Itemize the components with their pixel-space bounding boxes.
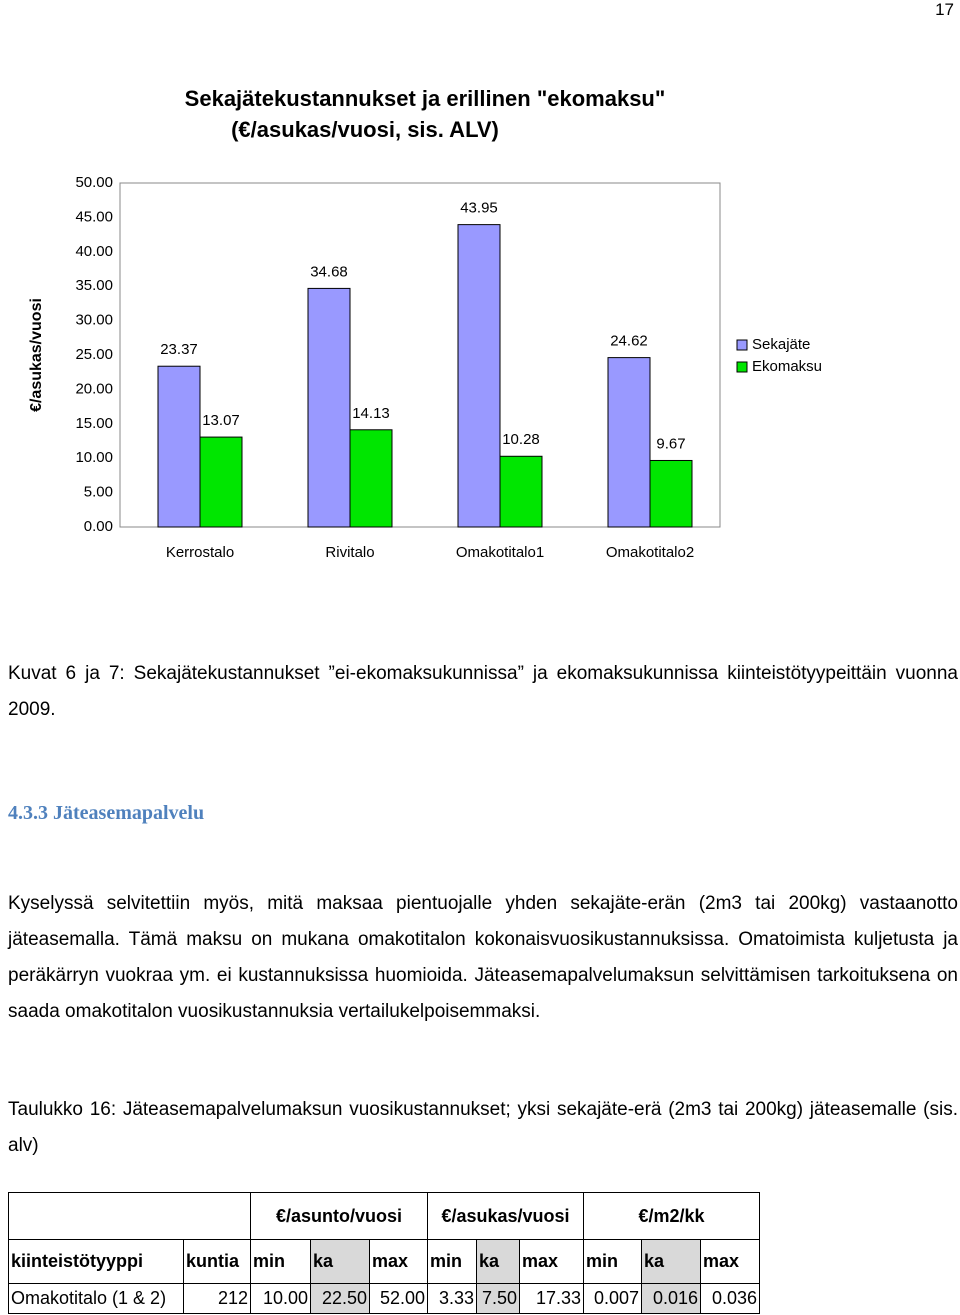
table-cell	[8, 1192, 251, 1240]
y-tick-label: 10.00	[75, 449, 113, 466]
paragraph: Kyselyssä selvitettiin myös, mitä maksaa…	[8, 893, 958, 1022]
bar	[499, 455, 543, 528]
data-label: 24.62	[610, 333, 648, 350]
table-cell: 0.036	[700, 1283, 760, 1314]
data-label: 34.68	[310, 263, 348, 280]
table-cell: 22.50	[310, 1283, 370, 1314]
table-row: Omakotitalo (1 & 2) 212 10.00 22.50 52.00 3.3…	[8, 1283, 760, 1314]
table: €/asunto/vuosi €/asukas/vuosi €/m2/kk ki…	[8, 1192, 760, 1314]
y-tick-label: 25.00	[75, 346, 113, 363]
table-header: max	[519, 1239, 584, 1284]
data-label: 10.28	[502, 431, 540, 448]
table-header: ka	[476, 1239, 520, 1284]
page-number: 17	[935, 0, 954, 19]
table-cell: 3.33	[427, 1283, 477, 1314]
plot-frame	[119, 182, 721, 528]
bar	[457, 224, 501, 528]
table-caption: Taulukko 16: Jäteasemapalvelumaksun vuos…	[8, 1099, 958, 1156]
bar	[607, 357, 651, 528]
table-header: max	[700, 1239, 760, 1284]
bar	[199, 436, 243, 528]
table-group-header: €/asunto/vuosi	[250, 1192, 428, 1240]
bar	[349, 429, 393, 528]
x-tick-label: Rivitalo	[325, 544, 374, 561]
legend-label: Ekomaksu	[752, 358, 822, 375]
y-tick-label: 30.00	[75, 312, 113, 329]
table-header: min	[427, 1239, 477, 1284]
chart-subtitle: (€/asukas/vuosi, sis. ALV)	[231, 117, 499, 142]
table-cell: 10.00	[250, 1283, 311, 1314]
data-label: 43.95	[460, 200, 498, 217]
bar	[649, 459, 693, 528]
y-tick-label: 35.00	[75, 277, 113, 294]
bar	[307, 287, 351, 528]
x-tick-label: Omakotitalo1	[456, 544, 544, 561]
y-tick-label: 50.00	[75, 174, 113, 191]
legend-label: Sekajäte	[752, 336, 810, 353]
table-group-header: €/m2/kk	[583, 1192, 760, 1240]
table-cell: 0.007	[583, 1283, 642, 1314]
table-group-header: €/asukas/vuosi	[427, 1192, 584, 1240]
chart-title: Sekajätekustannukset ja erillinen "ekoma…	[185, 86, 666, 111]
y-tick-label: 0.00	[84, 518, 113, 535]
y-tick-label: 15.00	[75, 415, 113, 432]
bar	[157, 365, 201, 528]
table-header: kuntia	[183, 1239, 251, 1284]
data-label: 13.07	[202, 412, 240, 429]
section-heading: 4.3.3 Jäteasemapalvelu	[8, 802, 205, 824]
legend-swatch	[736, 339, 748, 351]
table-header: min	[583, 1239, 642, 1284]
y-tick-label: 20.00	[75, 380, 113, 397]
table-header: kiinteistötyyppi	[8, 1239, 184, 1284]
table-cell: Omakotitalo (1 & 2)	[8, 1283, 184, 1314]
y-tick-label: 5.00	[84, 484, 113, 501]
table-cell: 212	[183, 1283, 251, 1314]
table-header-row: kiinteistötyyppi kuntia min ka max min ka max mi…	[8, 1239, 760, 1284]
table-header: ka	[310, 1239, 370, 1284]
y-axis-label: €/asukas/vuosi	[28, 298, 45, 412]
data-label: 23.37	[160, 341, 198, 358]
data-label: 14.13	[352, 405, 390, 422]
y-tick-label: 40.00	[75, 243, 113, 260]
table-cell: 0.016	[641, 1283, 701, 1314]
table-header: max	[369, 1239, 428, 1284]
data-label: 9.67	[656, 435, 685, 452]
table-cell: 7.50	[476, 1283, 520, 1314]
y-tick-label: 45.00	[75, 208, 113, 225]
table-header: ka	[641, 1239, 701, 1284]
table-cell: 52.00	[369, 1283, 428, 1314]
figure-caption: Kuvat 6 ja 7: Sekajätekustannukset ”ei-e…	[8, 663, 958, 720]
legend-swatch	[736, 361, 748, 373]
chart: Sekajätekustannukset ja erillinen "ekoma…	[28, 86, 822, 561]
table-group-row: €/asunto/vuosi €/asukas/vuosi €/m2/kk	[8, 1192, 760, 1240]
x-tick-label: Omakotitalo2	[606, 544, 694, 561]
table-header: min	[250, 1239, 311, 1284]
table-cell: 17.33	[519, 1283, 584, 1314]
x-tick-label: Kerrostalo	[166, 544, 234, 561]
